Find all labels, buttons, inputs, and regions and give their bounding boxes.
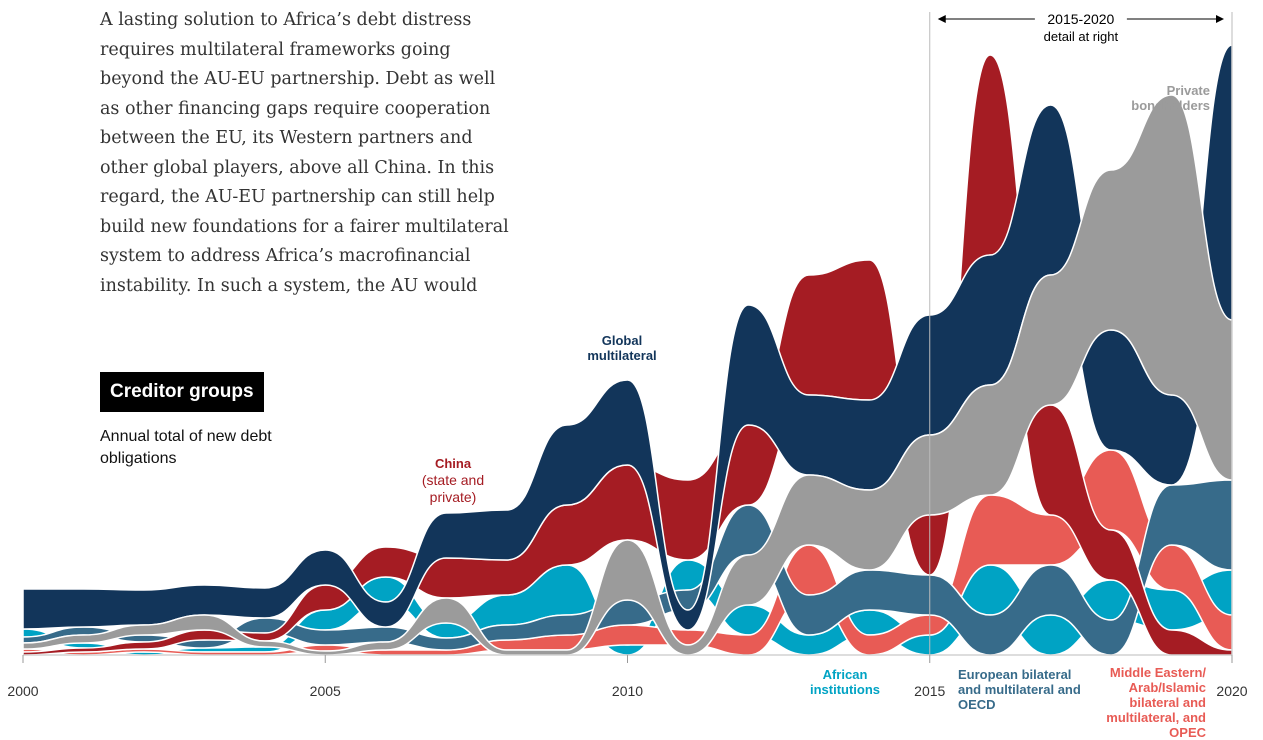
text-line: system to address Africa’s macrofinancia…: [100, 246, 471, 266]
x-tick-label: 2010: [611, 683, 644, 699]
text-line: build new foundations for a fairer multi…: [100, 216, 509, 237]
x-tick-label: 2005: [309, 683, 341, 699]
chart-subtitle: Annual total of new debt obligations: [100, 428, 272, 467]
series-label: Middle Eastern/ Arab/Islamic bilateral a…: [1106, 665, 1206, 740]
series-label: Private bondholders: [1131, 83, 1210, 113]
text-line: between the EU, its Western partners and: [100, 128, 473, 148]
annotation-text: detail at right: [1044, 29, 1119, 44]
stream-band: [22, 44, 1233, 631]
body-text: A lasting solution to Africa’s debt dist…: [100, 6, 509, 301]
series-label: African institutions: [809, 667, 881, 697]
arrowhead: [1216, 15, 1224, 23]
series-label: China (state and private): [398, 455, 508, 506]
text-line: regard, the AU-EU partnership can still …: [100, 187, 495, 207]
series-label: European bilateral and multilateral and …: [958, 667, 1081, 712]
x-tick-label: 2015: [914, 683, 946, 699]
text-line: instability. In such a system, the AU wo…: [100, 275, 478, 296]
text-line: A lasting solution to Africa’s debt dist…: [100, 10, 472, 30]
text-line: beyond the AU-EU partnership. Debt as we…: [100, 69, 496, 89]
series-detail: (state and private): [421, 472, 485, 505]
text-line: requires multilateral frameworks going: [100, 39, 451, 60]
text-line: as other financing gaps require cooperat…: [100, 98, 491, 119]
x-tick-label: 2000: [7, 683, 39, 699]
series-label: Global multilateral: [587, 333, 657, 363]
chart-title: Creditor groups: [100, 372, 264, 412]
annotation-text: 2015-2020: [1047, 11, 1114, 27]
arrowhead: [937, 15, 946, 23]
x-tick-label: 2020: [1216, 683, 1248, 699]
text-line: other global players, above all China. I…: [100, 157, 495, 178]
